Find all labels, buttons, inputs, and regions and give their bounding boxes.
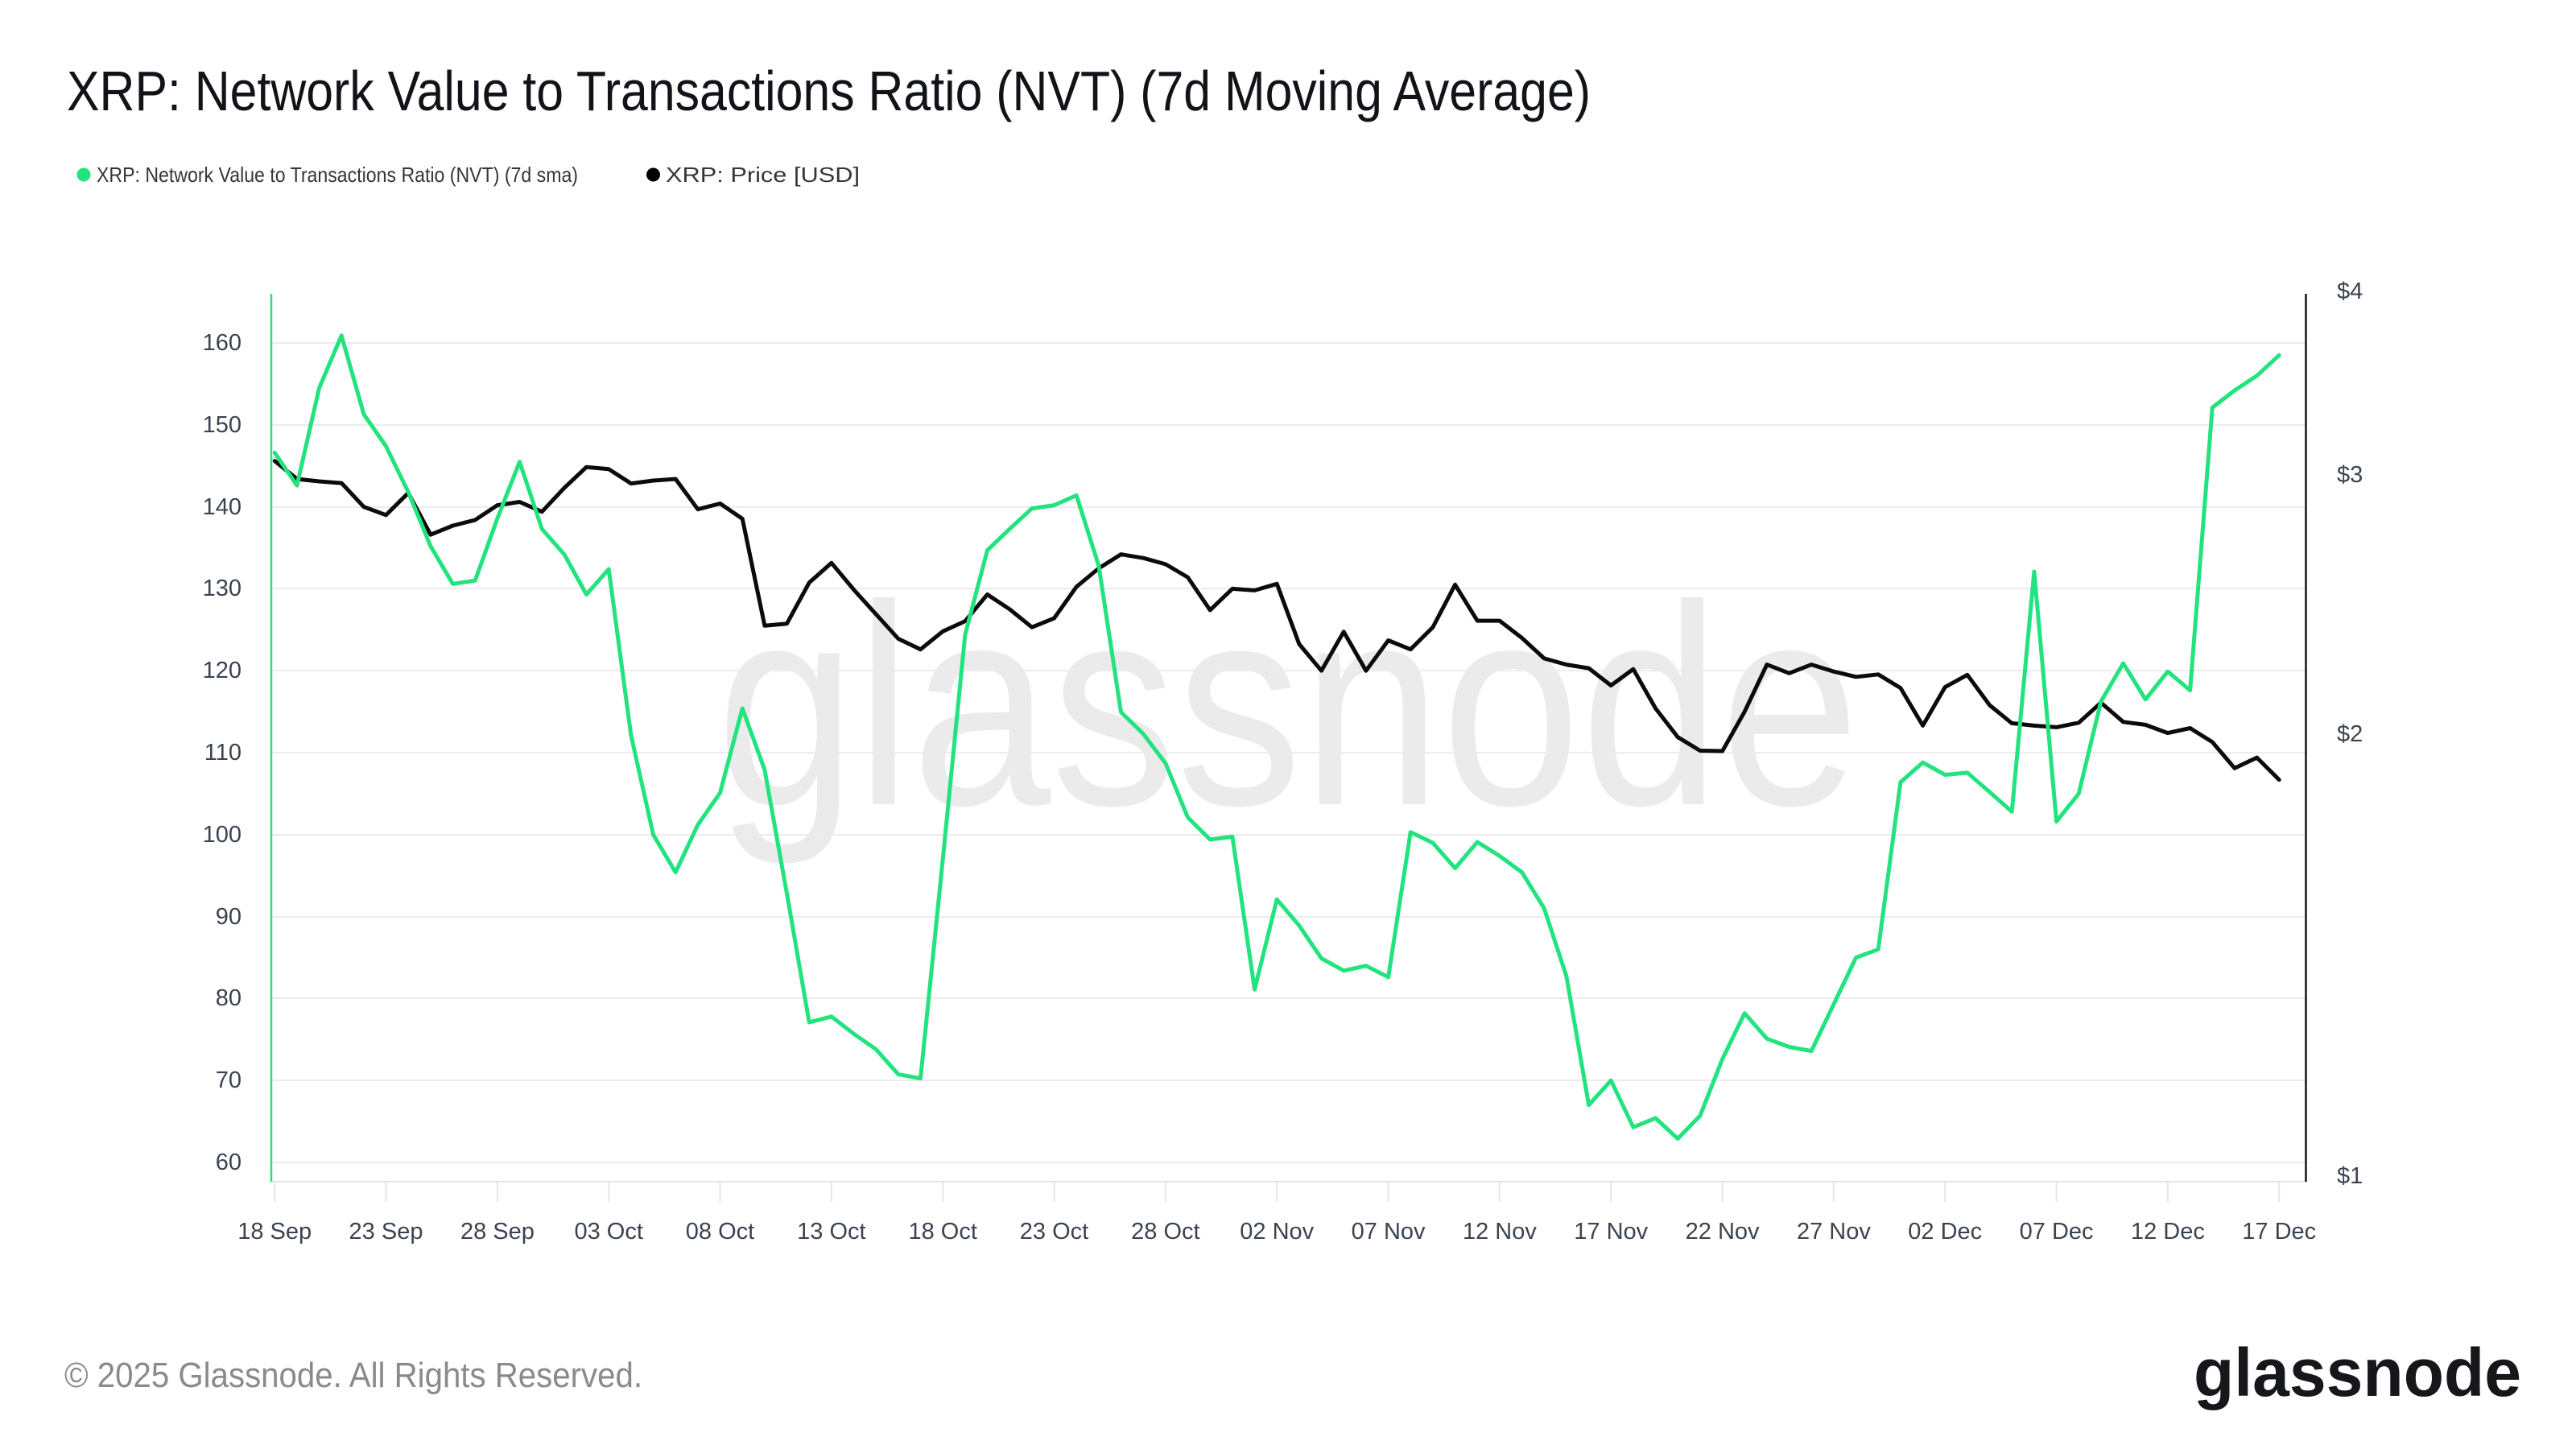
svg-text:$3: $3 (2337, 462, 2363, 488)
svg-text:© 2025 Glassnode. All Rights R: © 2025 Glassnode. All Rights Reserved. (64, 1356, 642, 1395)
svg-text:160: 160 (203, 330, 242, 356)
svg-text:glassnode: glassnode (2194, 1335, 2521, 1410)
svg-text:27 Nov: 27 Nov (1797, 1219, 1871, 1245)
svg-text:XRP: Network Value to Transact: XRP: Network Value to Transactions Ratio… (67, 60, 1591, 122)
svg-text:13 Oct: 13 Oct (797, 1219, 865, 1245)
svg-text:130: 130 (203, 576, 242, 601)
svg-text:100: 100 (203, 822, 242, 848)
svg-text:110: 110 (204, 740, 242, 766)
svg-text:28 Oct: 28 Oct (1131, 1219, 1199, 1245)
svg-text:12 Nov: 12 Nov (1463, 1219, 1537, 1245)
svg-text:23 Sep: 23 Sep (349, 1219, 423, 1245)
svg-text:02 Dec: 02 Dec (1908, 1219, 1982, 1245)
svg-text:XRP: Price [USD]: XRP: Price [USD] (666, 163, 860, 187)
svg-text:glassnode: glassnode (716, 547, 1860, 867)
svg-text:18 Sep: 18 Sep (237, 1219, 312, 1245)
svg-text:07 Nov: 07 Nov (1352, 1219, 1426, 1245)
svg-text:23 Oct: 23 Oct (1020, 1219, 1088, 1245)
svg-text:$1: $1 (2337, 1163, 2363, 1189)
svg-text:22 Nov: 22 Nov (1686, 1219, 1760, 1245)
svg-text:28 Sep: 28 Sep (460, 1219, 535, 1245)
svg-text:140: 140 (203, 494, 242, 520)
svg-text:150: 150 (203, 412, 242, 438)
svg-text:12 Dec: 12 Dec (2131, 1219, 2205, 1245)
svg-text:02 Nov: 02 Nov (1240, 1219, 1314, 1245)
svg-text:18 Oct: 18 Oct (908, 1219, 976, 1245)
svg-text:60: 60 (216, 1150, 242, 1175)
svg-text:$2: $2 (2337, 721, 2363, 747)
svg-text:17 Dec: 17 Dec (2242, 1219, 2316, 1245)
svg-text:$4: $4 (2337, 279, 2363, 304)
svg-text:70: 70 (216, 1067, 242, 1093)
svg-text:03 Oct: 03 Oct (574, 1219, 642, 1245)
svg-text:07 Dec: 07 Dec (2020, 1219, 2094, 1245)
svg-text:90: 90 (216, 904, 242, 930)
svg-text:17 Nov: 17 Nov (1574, 1219, 1648, 1245)
svg-text:XRP: Network Value to Transact: XRP: Network Value to Transactions Ratio… (97, 163, 578, 187)
svg-text:120: 120 (203, 658, 242, 683)
svg-text:08 Oct: 08 Oct (686, 1219, 754, 1245)
svg-text:80: 80 (216, 985, 242, 1011)
